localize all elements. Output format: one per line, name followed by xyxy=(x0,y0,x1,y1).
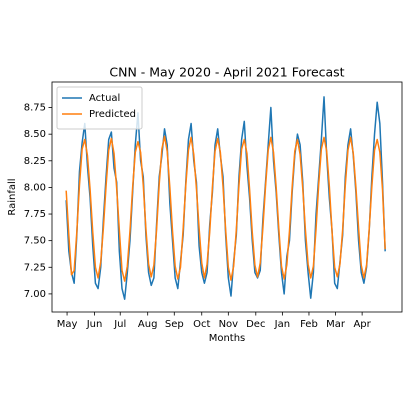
x-tick-label: Feb xyxy=(300,319,318,330)
y-tick-label: 7.75 xyxy=(24,209,46,220)
x-tick-label: Oct xyxy=(193,319,210,330)
x-tick-label: Nov xyxy=(219,319,239,330)
x-tick-label: Aug xyxy=(138,319,158,330)
y-axis-label: Rainfall xyxy=(7,178,18,215)
x-tick-label: Sep xyxy=(165,319,184,330)
plot-frame xyxy=(51,81,403,313)
legend-label: Predicted xyxy=(89,109,136,120)
x-tick-label: Apr xyxy=(353,319,371,330)
legend: Actual Predicted xyxy=(56,86,143,130)
y-tick-label: 7.25 xyxy=(24,262,46,273)
y-tick-label: 7.50 xyxy=(24,236,46,247)
x-tick-label: Jun xyxy=(86,319,103,330)
x-tick-label: Mar xyxy=(326,319,346,330)
y-tick-label: 7.00 xyxy=(24,289,46,300)
x-tick-label: Jan xyxy=(274,319,290,330)
data-line xyxy=(65,135,386,282)
chart-title: CNN - May 2020 - April 2021 Forecast xyxy=(109,65,344,80)
y-tick-label: 8.00 xyxy=(24,182,46,193)
x-tick-label: May xyxy=(57,319,78,330)
y-tick-label: 8.75 xyxy=(24,103,46,114)
x-tick-label: Jul xyxy=(113,319,126,330)
legend-label: Actual xyxy=(89,93,120,104)
y-tick-label: 8.50 xyxy=(24,129,46,140)
x-tick-label: Dec xyxy=(246,319,265,330)
x-axis-label: Months xyxy=(209,333,246,344)
y-tick-label: 8.25 xyxy=(24,156,46,167)
